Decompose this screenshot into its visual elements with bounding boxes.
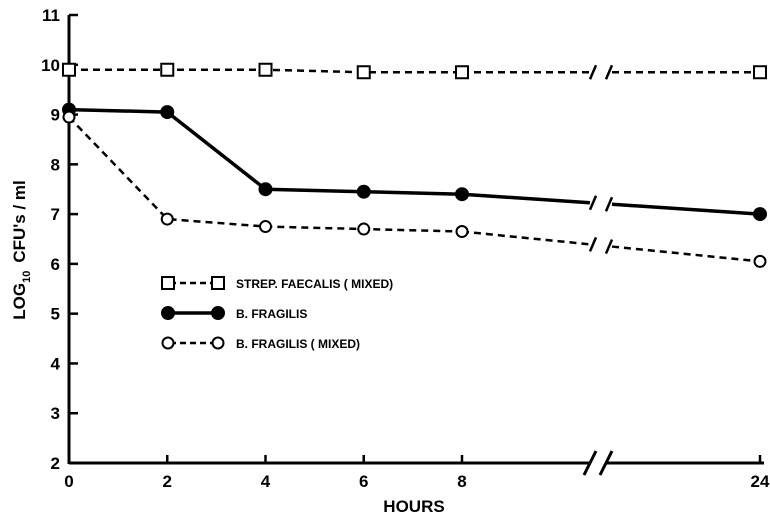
data-point: [753, 254, 767, 268]
data-point: [62, 62, 76, 77]
series-line: [611, 202, 761, 216]
series-1: [62, 62, 767, 80]
data-point: [455, 65, 469, 80]
legend-item: B. FRAGILIS: [161, 306, 307, 321]
break-slash: [582, 450, 598, 476]
y-axis-title-subscript: 10: [21, 271, 33, 283]
data-point: [356, 184, 371, 199]
y-tick-label: 4: [51, 354, 61, 373]
legend-marker: [211, 306, 225, 320]
x-axis-title: HOURS: [383, 497, 444, 516]
legend-item: STREP. FAECALIS ( MIXED): [161, 276, 393, 291]
x-tick-label: 2: [163, 472, 172, 491]
data-point: [160, 105, 175, 120]
x-axis-break-mark: [582, 450, 614, 476]
y-axis-title: LOG10 CFU's / ml: [10, 180, 33, 320]
data-point: [160, 212, 174, 226]
x-tick-label: 4: [261, 472, 271, 491]
series-3: [62, 110, 767, 268]
series-break-slash: [604, 196, 614, 212]
data-point: [356, 65, 371, 80]
y-axis-title-base: LOG: [10, 283, 29, 320]
data-point: [62, 110, 76, 124]
data-point: [357, 222, 371, 236]
break-slash: [598, 450, 614, 476]
y-axis-title-rest: CFU's / ml: [10, 180, 29, 262]
y-tick-label: 7: [51, 205, 60, 224]
data-point: [259, 220, 272, 234]
legend-marker: [161, 276, 175, 290]
axes: [67, 15, 764, 476]
y-tick-label: 5: [51, 305, 60, 324]
x-axis-ticks: 0 2 4 6 8 24: [64, 455, 770, 491]
series-break-slash: [604, 239, 614, 255]
series-break-slash: [588, 64, 598, 80]
y-tick-label: 6: [51, 255, 60, 274]
legend-label: B. FRAGILIS ( MIXED): [236, 337, 360, 351]
x-tick-label: 8: [457, 472, 466, 491]
series-line: [68, 107, 463, 196]
y-tick-label: 11: [42, 6, 60, 25]
series-line: [611, 245, 761, 263]
series-break-slash: [588, 195, 598, 211]
series-break-slash: [604, 64, 614, 80]
series-2: [62, 102, 767, 222]
series-line: [68, 116, 463, 233]
data-point: [455, 187, 469, 202]
series-line: [461, 192, 591, 205]
y-tick-label: 10: [41, 56, 60, 75]
y-tick-label: 9: [51, 106, 60, 125]
series-break-slash: [588, 236, 598, 252]
legend-marker: [211, 336, 225, 350]
series-layer: [62, 62, 767, 268]
legend-label: STREP. FAECALIS ( MIXED): [236, 277, 393, 291]
legend: STREP. FAECALIS ( MIXED) B. FRAGILIS B. FR…: [161, 276, 393, 351]
data-point: [258, 182, 273, 197]
y-tick-label: 3: [51, 404, 60, 423]
legend-item: B. FRAGILIS ( MIXED): [161, 336, 360, 351]
legend-marker: [161, 306, 175, 320]
data-point: [160, 62, 175, 77]
data-point: [753, 65, 767, 80]
legend-marker: [161, 336, 175, 350]
legend-marker: [211, 276, 225, 290]
data-point: [258, 62, 273, 77]
series-line: [461, 230, 591, 246]
x-tick-label: 24: [751, 472, 770, 491]
y-tick-label: 2: [51, 454, 60, 473]
x-tick-label: 6: [359, 472, 368, 491]
legend-label: B. FRAGILIS: [236, 307, 307, 321]
y-axis-ticks: 2 3 4 5 6 7 8 9 10 11: [41, 6, 78, 473]
x-tick-label: 0: [64, 472, 73, 491]
y-tick-label: 8: [51, 155, 60, 174]
data-point: [753, 207, 767, 222]
data-point: [455, 225, 469, 239]
